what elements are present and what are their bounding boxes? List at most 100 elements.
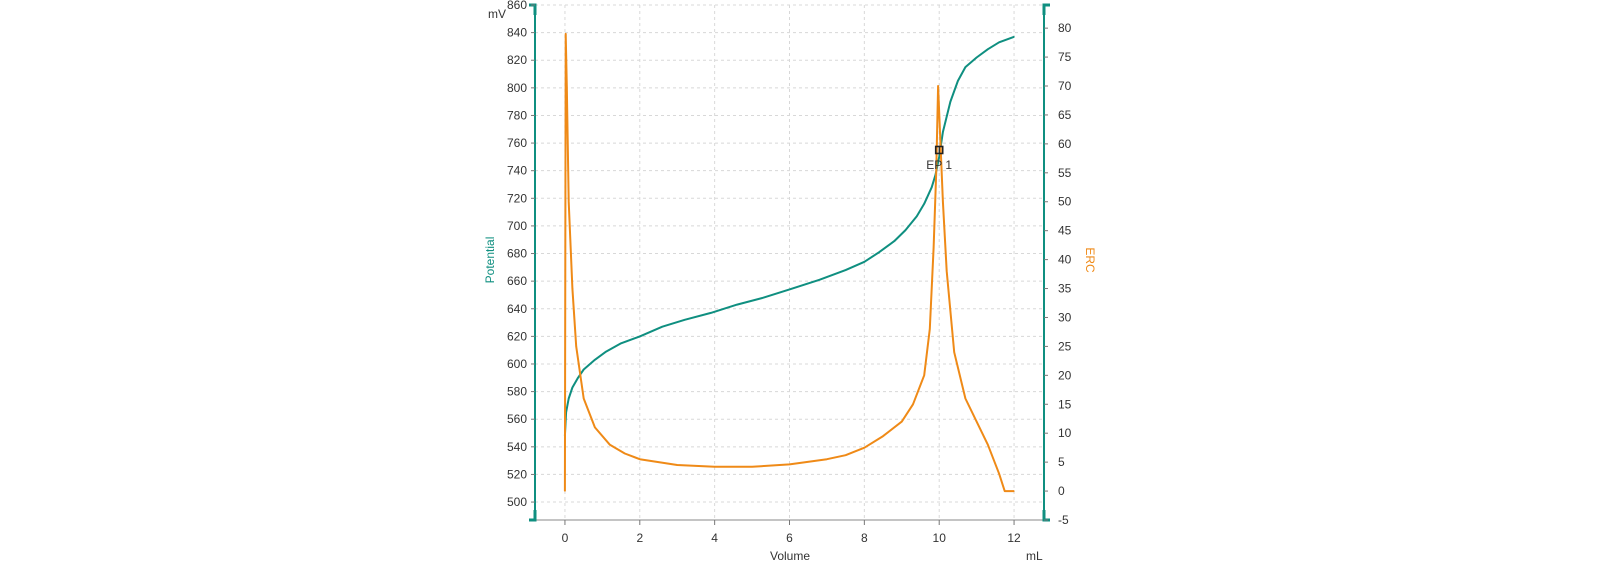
x-axis-title: Volume	[770, 549, 810, 563]
bottom-axis-unit: mL	[1026, 549, 1043, 563]
right-tick-label: 30	[1058, 310, 1072, 324]
right-tick-label: 50	[1058, 195, 1072, 209]
data-point-erc	[953, 351, 955, 353]
right-tick-label: 80	[1058, 21, 1072, 35]
data-point-erc	[987, 444, 989, 446]
right-tick-label: 0	[1058, 484, 1065, 498]
right-tick-label: 40	[1058, 253, 1072, 267]
data-point-erc	[942, 201, 944, 203]
left-tick-label: 800	[507, 81, 527, 95]
data-point-potential	[998, 41, 1000, 43]
data-point-potential	[639, 335, 641, 337]
data-point-potential	[923, 203, 925, 205]
data-point-erc	[1004, 490, 1006, 492]
left-tick-label: 580	[507, 385, 527, 399]
x-tick-label: 6	[786, 531, 793, 545]
left-tick-label: 740	[507, 164, 527, 178]
right-tick-label: 5	[1058, 455, 1065, 469]
left-tick-label: 500	[507, 495, 527, 509]
axis-corner-cap	[529, 510, 537, 522]
data-point-erc	[912, 403, 914, 405]
left-tick-label: 780	[507, 108, 527, 122]
left-tick-label: 640	[507, 302, 527, 316]
data-point-erc	[1013, 490, 1015, 492]
data-point-erc	[571, 287, 574, 290]
series-lines	[563, 32, 1015, 493]
data-point-erc	[568, 201, 570, 203]
left-tick-label: 840	[507, 26, 527, 40]
data-point-potential	[1013, 36, 1015, 38]
data-point-erc	[609, 444, 611, 446]
data-point-erc	[939, 131, 941, 133]
data-point-potential	[710, 312, 712, 314]
grid	[535, 4, 1044, 520]
data-point-erc	[929, 328, 931, 330]
axis-corner-cap	[1042, 3, 1050, 15]
data-point-potential	[736, 304, 738, 306]
data-point-erc	[566, 85, 568, 87]
endpoint-annotation: EP 1	[926, 145, 952, 172]
x-tick-label: 0	[562, 531, 569, 545]
data-point-erc	[594, 426, 596, 429]
data-point-potential	[818, 279, 821, 281]
left-tick-label: 700	[507, 219, 527, 233]
data-point-potential	[863, 261, 865, 263]
data-point-potential	[762, 297, 764, 299]
data-point-erc	[901, 421, 903, 423]
data-point-erc	[946, 270, 948, 272]
data-point-erc	[964, 397, 967, 400]
data-point-potential	[845, 269, 847, 271]
data-point-erc	[788, 463, 791, 466]
right-tick-label: 45	[1058, 224, 1072, 238]
data-point-potential	[964, 66, 967, 68]
right-tick-label: 75	[1058, 50, 1072, 64]
data-point-potential	[938, 156, 940, 158]
data-point-erc	[998, 473, 1000, 475]
left-tick-label: 600	[507, 357, 527, 371]
x-tick-label: 12	[1007, 531, 1021, 545]
data-point-potential	[893, 240, 895, 242]
right-tick-label: 25	[1058, 339, 1072, 353]
data-point-erc	[826, 458, 828, 460]
data-point-erc	[639, 458, 641, 460]
data-point-potential	[577, 377, 579, 379]
x-tick-label: 2	[636, 531, 643, 545]
right-tick-label: 70	[1058, 79, 1072, 93]
data-point-potential	[878, 251, 880, 253]
data-point-erc	[575, 345, 577, 348]
data-point-potential	[949, 101, 952, 103]
data-point-potential	[684, 319, 686, 321]
data-point-erc	[624, 452, 626, 455]
data-point-potential	[594, 359, 596, 361]
data-point-potential	[620, 342, 622, 344]
endpoint-label: EP 1	[926, 158, 952, 172]
data-point-erc	[714, 466, 716, 468]
data-point-erc	[935, 172, 937, 174]
data-point-potential	[916, 215, 918, 217]
data-point-erc	[583, 397, 585, 400]
right-tick-label: 60	[1058, 137, 1072, 151]
left-tick-label: 660	[507, 274, 527, 288]
left-tick-label: 540	[507, 440, 527, 454]
data-point-erc	[565, 33, 567, 35]
data-point-potential	[583, 368, 585, 371]
data-point-erc	[845, 454, 847, 456]
left-tick-label: 820	[507, 53, 527, 67]
left-tick-label: 520	[507, 467, 527, 481]
right-axis-ticks: -5 0 5 10 15 20 25 30 35 40 45 50 55 60 65 70 75 80	[1044, 21, 1072, 527]
data-point-erc	[863, 447, 865, 449]
data-point-erc	[751, 466, 753, 468]
data-point-potential	[957, 80, 959, 82]
right-tick-label: 10	[1058, 426, 1072, 440]
data-point-erc	[564, 490, 566, 492]
data-point-erc	[976, 421, 978, 423]
data-point-potential	[987, 48, 989, 50]
data-point-erc	[676, 464, 678, 466]
data-point-erc	[932, 247, 935, 249]
left-tick-label: 760	[507, 136, 527, 150]
data-point-potential	[942, 131, 944, 133]
series-points-potential	[564, 36, 1015, 437]
data-point-potential	[568, 397, 570, 400]
right-tick-label: -5	[1058, 513, 1069, 527]
left-tick-label: 860	[507, 0, 527, 12]
